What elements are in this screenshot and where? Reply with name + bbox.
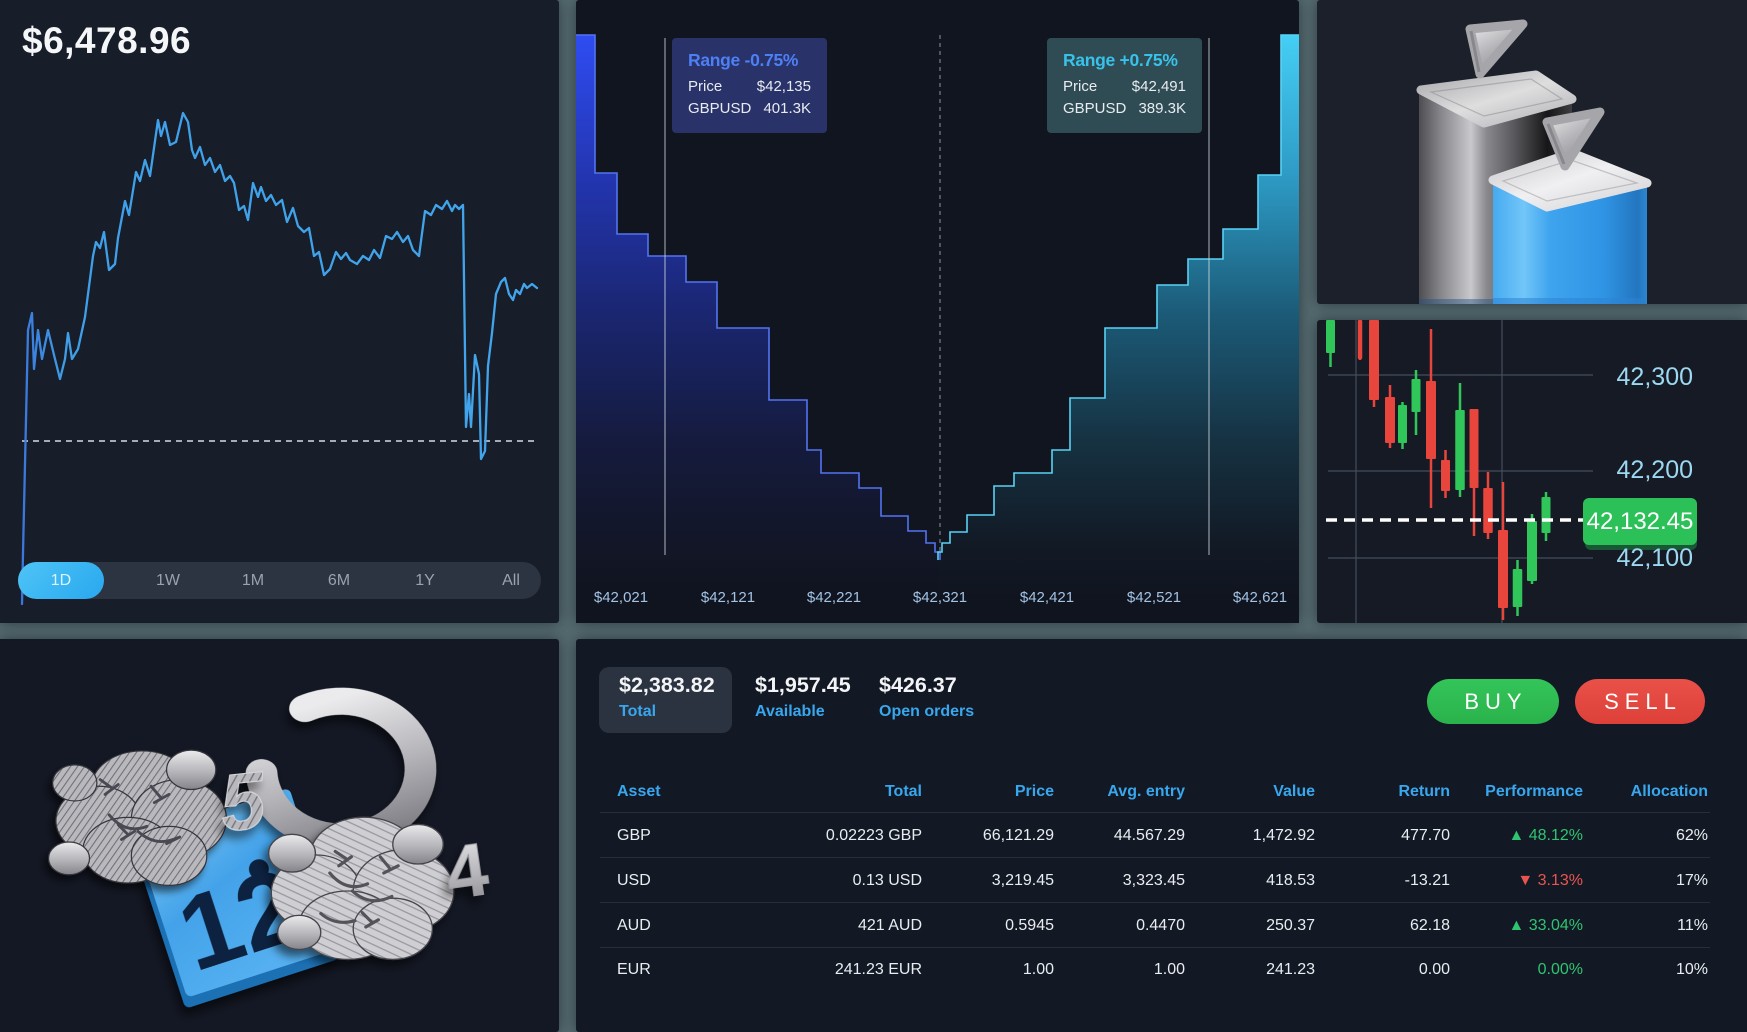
- svg-text:42,200: 42,200: [1617, 456, 1693, 484]
- svg-text:42,100: 42,100: [1617, 544, 1693, 572]
- svg-text:4: 4: [441, 827, 493, 915]
- svg-text:42,300: 42,300: [1617, 363, 1693, 391]
- svg-text:42,132.45: 42,132.45: [1587, 508, 1694, 535]
